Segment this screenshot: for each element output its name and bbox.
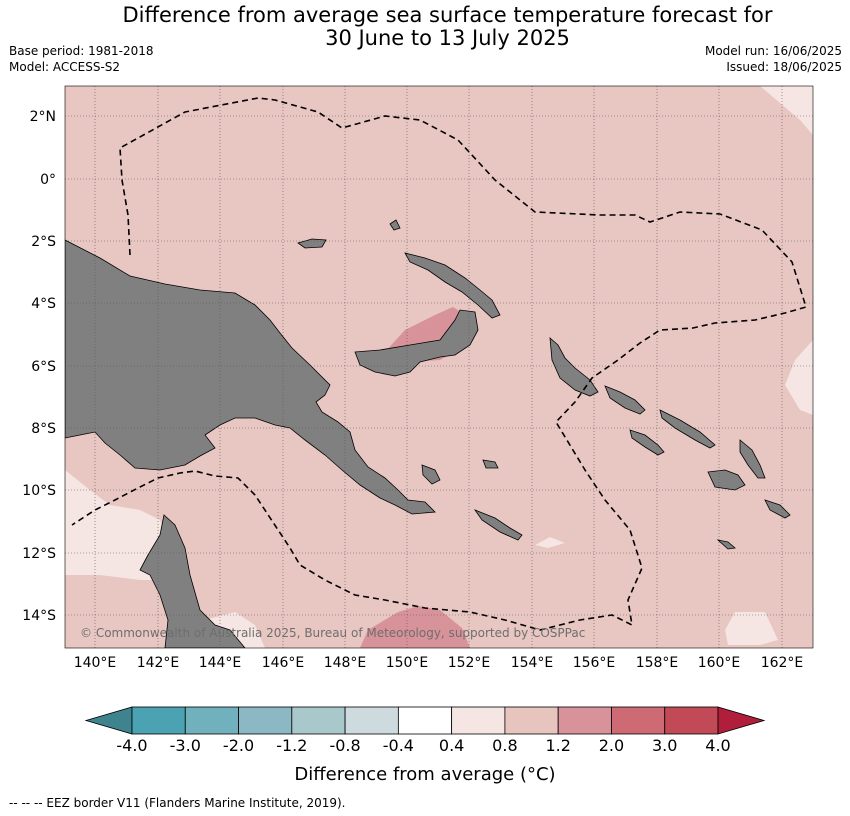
lon-tick-label: 152°E <box>448 655 491 671</box>
base-period: Base period: 1981-2018 <box>9 44 154 58</box>
eez-border <box>71 97 808 631</box>
lat-tick-label: 10°S <box>22 483 56 499</box>
lon-tick-label: 156°E <box>573 655 616 671</box>
anomaly-warm-south <box>360 606 470 648</box>
anomaly-light-se <box>725 612 778 645</box>
colorbar-title: Difference from average (°C) <box>294 764 555 785</box>
colorbar-tick-label: -3.0 <box>170 736 201 755</box>
new-ireland-land <box>404 252 501 319</box>
small-island-se <box>716 539 736 550</box>
dentrecasteaux-land <box>421 464 441 485</box>
lon-tick-label: 158°E <box>636 655 679 671</box>
new-guinea-land <box>65 239 436 515</box>
colorbar-swatch <box>397 706 453 735</box>
colorbar-tick-label: -4.0 <box>116 736 147 755</box>
lat-tick-label: 8°S <box>31 421 56 437</box>
lon-axis: 140°E 142°E 144°E 146°E 148°E 150°E 152°… <box>74 655 804 671</box>
colorbar-tick-label: -0.4 <box>383 736 414 755</box>
model-run: Model run: 16/06/2025 <box>704 44 842 58</box>
trobriand-land <box>482 459 499 469</box>
map-title: Difference from average sea surface temp… <box>0 4 850 50</box>
colorbar-swatch <box>344 706 399 735</box>
graticule <box>65 86 813 648</box>
colorbar-swatch <box>131 706 186 735</box>
lon-tick-label: 144°E <box>199 655 242 671</box>
lon-tick-label: 154°E <box>511 655 554 671</box>
anomaly-light-spot <box>535 537 565 548</box>
colorbar-extend-high <box>717 706 766 735</box>
copyright-notice: © Commonwealth of Australia 2025, Bureau… <box>80 626 585 640</box>
guadalcanal-land <box>629 429 665 456</box>
colorbar-swatch <box>291 706 346 735</box>
lon-tick-label: 162°E <box>761 655 804 671</box>
vanuatu-north-land <box>739 439 766 479</box>
lat-axis: 2°N 0° 2°S 4°S 6°S 8°S 10°S 12°S 14°S <box>22 109 56 624</box>
lon-tick-label: 160°E <box>698 655 741 671</box>
lon-tick-label: 140°E <box>74 655 117 671</box>
colorbar-tick-label: 2.0 <box>599 736 624 755</box>
colorbar-tick-label: 0.4 <box>439 736 464 755</box>
colorbar-extend-low <box>84 706 133 735</box>
eez-legend-note: -- -- -- EEZ border V11 (Flanders Marine… <box>9 796 346 810</box>
model-name: Model: ACCESS-S2 <box>9 60 121 74</box>
espiritu-santo-land <box>707 469 746 491</box>
colorbar-tick-label: 1.2 <box>545 736 570 755</box>
title-line-2: 30 June to 13 July 2025 <box>325 26 570 50</box>
lat-tick-label: 6°S <box>31 359 56 375</box>
colorbar-tick-label: 4.0 <box>705 736 730 755</box>
colorbar-tick-label: 3.0 <box>652 736 677 755</box>
lon-tick-label: 142°E <box>137 655 180 671</box>
anomaly-light-w <box>65 470 170 580</box>
map-frame <box>64 85 814 649</box>
meta-left: Base period: 1981-2018 Model: ACCESS-S2 <box>9 43 154 75</box>
new-britain-land <box>354 309 479 377</box>
colorbar-swatch <box>238 706 293 735</box>
colorbar-tick-label: 0.8 <box>492 736 517 755</box>
choiseul-land <box>604 385 646 415</box>
colorbar-swatch <box>557 706 612 735</box>
lat-tick-label: 14°S <box>22 608 56 624</box>
title-line-1: Difference from average sea surface temp… <box>122 3 773 27</box>
meta-right: Model run: 16/06/2025 Issued: 18/06/2025 <box>705 43 842 75</box>
colorbar-swatch <box>184 706 239 735</box>
colorbar <box>84 706 766 735</box>
map-area: © Commonwealth of Australia 2025, Bureau… <box>65 86 813 648</box>
anomaly-light-e <box>785 340 813 415</box>
vanuatu-south-land <box>764 499 791 519</box>
issued-date: Issued: 18/06/2025 <box>726 60 842 74</box>
colorbar-labels: -4.0 -3.0 -2.0 -1.2 -0.8 -0.4 0.4 0.8 1.2 2.0 3.0 4… <box>116 736 730 755</box>
small-island-n <box>389 219 401 231</box>
colorbar-swatch <box>664 706 719 735</box>
malaita-land <box>659 409 716 449</box>
colorbar-tick-label: -1.2 <box>276 736 307 755</box>
colorbar-swatch <box>504 706 559 735</box>
lon-tick-label: 150°E <box>386 655 429 671</box>
bougainville-land <box>549 337 599 397</box>
louisiade-land <box>473 509 523 541</box>
lat-tick-label: 0° <box>40 172 56 188</box>
lat-tick-label: 2°S <box>31 234 56 250</box>
colorbar-swatch <box>451 706 506 735</box>
lat-tick-label: 4°S <box>31 296 56 312</box>
cape-york-land <box>139 514 246 648</box>
anomaly-light-ne <box>760 86 813 135</box>
lon-tick-label: 148°E <box>324 655 367 671</box>
lat-tick-label: 2°N <box>30 109 56 125</box>
colorbar-tick-label: -0.8 <box>329 736 360 755</box>
colorbar-tick-label: -2.0 <box>223 736 254 755</box>
lat-tick-label: 12°S <box>22 546 56 562</box>
colorbar-swatch <box>611 706 666 735</box>
lon-tick-label: 146°E <box>262 655 305 671</box>
